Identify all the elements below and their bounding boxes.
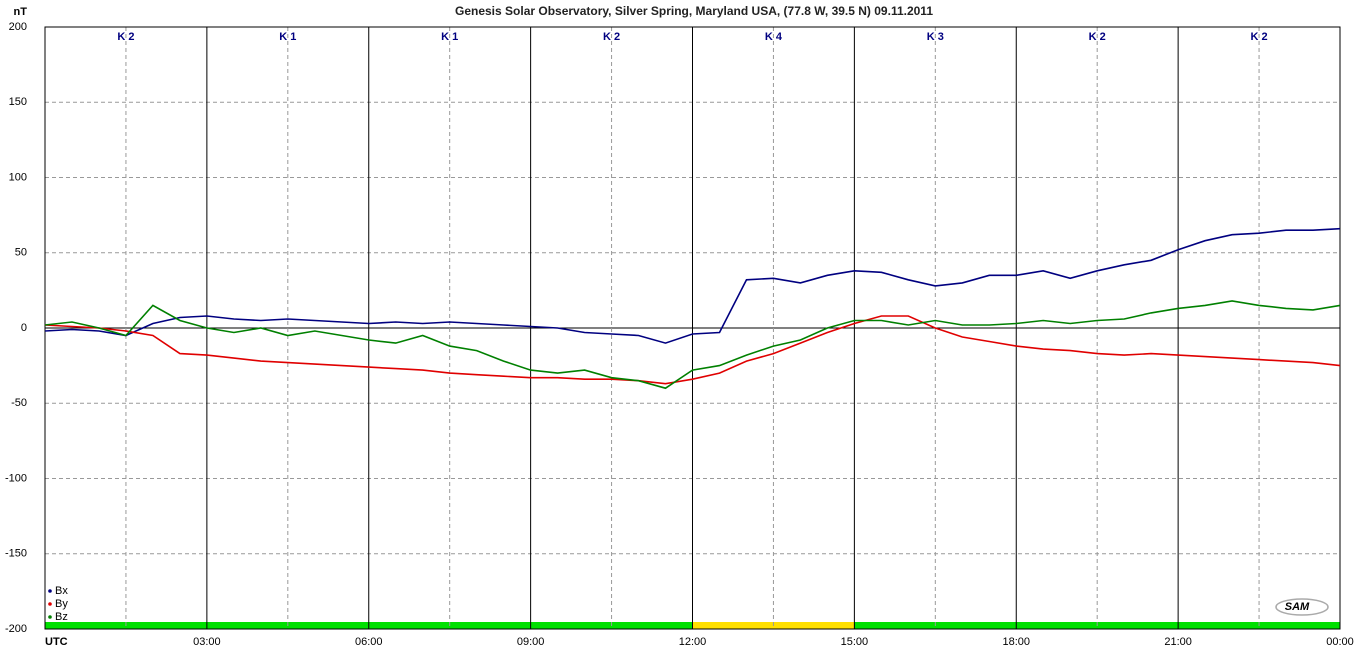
logo: SAM [1285,601,1310,613]
x-tick-label: 06:00 [355,636,383,648]
y-tick-label: 0 [21,322,27,334]
k-index-label: K 1 [441,31,458,43]
legend-marker [48,602,52,606]
x-tick-label: 09:00 [517,636,545,648]
x-tick-label: UTC [45,636,68,648]
x-tick-label: 15:00 [841,636,869,648]
legend-marker [48,615,52,619]
y-tick-label: -50 [11,397,27,409]
x-tick-label: 18:00 [1002,636,1030,648]
x-tick-label: 21:00 [1164,636,1192,648]
series-line [44,227,1341,344]
x-tick-label: 03:00 [193,636,221,648]
k-index-label: K 2 [1089,31,1106,43]
k-index-label: K 2 [1251,31,1268,43]
legend-label: By [55,598,68,610]
legend-label: Bx [55,585,68,597]
y-tick-label: -200 [5,623,27,635]
k-index-label: K 2 [117,31,134,43]
legend-label: Bz [55,611,68,623]
chart-title: Genesis Solar Observatory, Silver Spring… [455,4,933,18]
logo-ring [1275,598,1329,616]
k-index-label: K 1 [279,31,296,43]
series-line [44,300,1341,390]
y-tick-label: -150 [5,548,27,560]
k-index-label: K 4 [765,31,783,43]
y-tick-label: 100 [9,171,27,183]
y-tick-label: -100 [5,472,27,484]
y-tick-label: 200 [9,21,27,33]
x-tick-label: 00:00 [1326,636,1354,648]
k-index-label: K 2 [603,31,620,43]
y-axis-label: nT [14,6,28,18]
legend-marker [48,589,52,593]
k-index-label: K 3 [927,31,944,43]
x-tick-label: 12:00 [679,636,707,648]
y-tick-label: 150 [9,96,27,108]
series-line [44,315,1341,385]
y-tick-label: 50 [15,247,27,259]
plot-frame [44,26,1341,630]
